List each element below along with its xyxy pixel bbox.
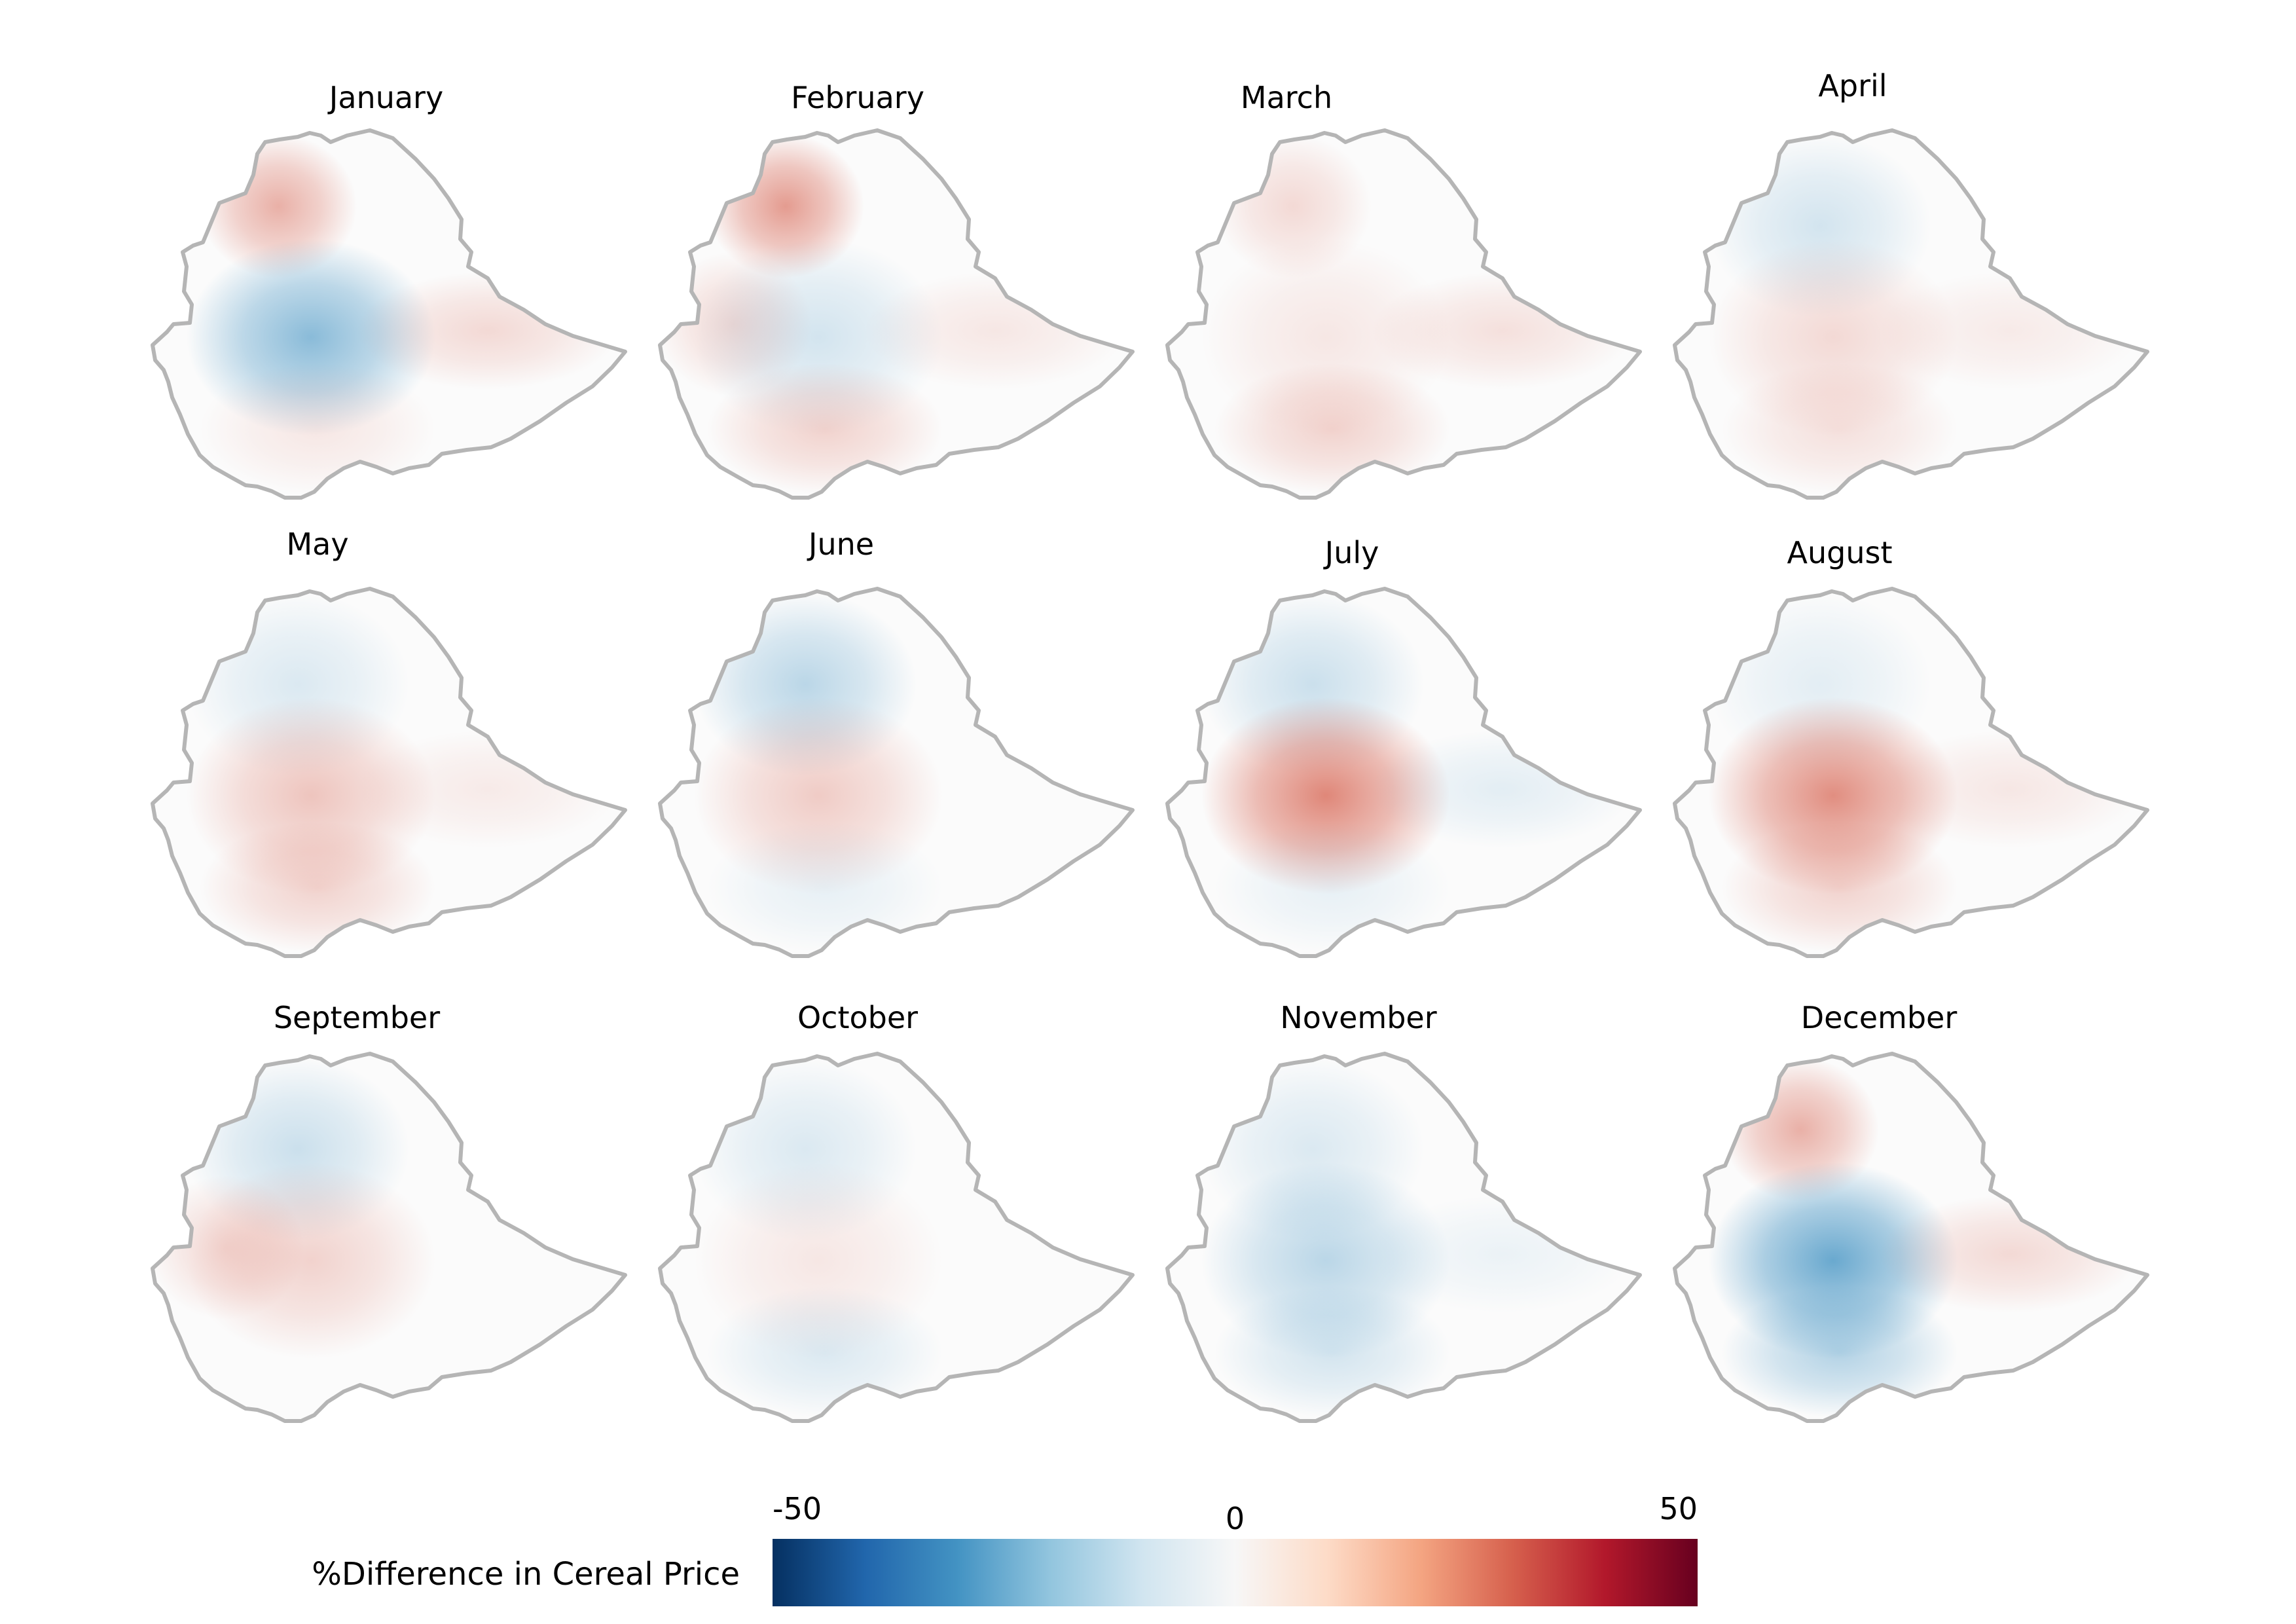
month-title: October bbox=[797, 1000, 918, 1035]
shading-region-south bbox=[200, 822, 435, 953]
legend-ticks: -50 0 50 bbox=[773, 1491, 1698, 1536]
month-panel: September bbox=[151, 1000, 627, 1423]
shading-region-east bbox=[1879, 272, 2141, 390]
shading-region-south bbox=[1214, 1287, 1450, 1418]
shading-region-east bbox=[1879, 730, 2141, 848]
month-title: August bbox=[1787, 535, 1893, 570]
country-outline bbox=[151, 1052, 627, 1423]
price-difference-shading bbox=[1167, 130, 1640, 498]
month-panel: October bbox=[658, 1000, 1135, 1423]
shading-region-south bbox=[707, 1287, 943, 1418]
shading-region-east bbox=[357, 272, 619, 390]
country-outline bbox=[1673, 128, 2149, 500]
month-title: June bbox=[807, 526, 874, 562]
month-title: April bbox=[1818, 68, 1887, 103]
map-panels: January February March April May June July Augu… bbox=[151, 68, 2149, 1423]
month-title: July bbox=[1323, 535, 1379, 570]
price-difference-shading bbox=[660, 589, 1133, 956]
legend-tick-label: -50 bbox=[773, 1491, 822, 1526]
shading-region-east bbox=[1372, 730, 1633, 848]
shading-region-east bbox=[357, 730, 619, 848]
shading-region-south bbox=[707, 822, 943, 953]
price-difference-shading bbox=[660, 130, 1133, 498]
country-outline bbox=[1673, 1052, 2149, 1423]
month-panel: June bbox=[658, 526, 1135, 958]
shading-region-south bbox=[1214, 822, 1450, 953]
price-difference-shading bbox=[1675, 589, 2147, 956]
month-title: May bbox=[286, 526, 348, 562]
month-panel: August bbox=[1673, 535, 2149, 958]
month-title: December bbox=[1801, 1000, 1958, 1035]
shading-region-east bbox=[1372, 272, 1633, 390]
legend-tick-label: 0 bbox=[1226, 1501, 1245, 1536]
country-outline bbox=[658, 587, 1135, 958]
country-outline bbox=[1165, 128, 1642, 500]
month-title: November bbox=[1280, 1000, 1436, 1035]
price-difference-shading bbox=[1167, 589, 1640, 956]
month-title: September bbox=[274, 1000, 440, 1035]
month-title: February bbox=[791, 80, 924, 115]
month-panel: March bbox=[1165, 80, 1642, 500]
legend-color-bar bbox=[773, 1539, 1698, 1606]
month-panel: May bbox=[151, 526, 627, 958]
price-difference-shading bbox=[1675, 130, 2147, 498]
price-difference-shading bbox=[153, 1054, 625, 1421]
country-outline bbox=[658, 1052, 1135, 1423]
shading-region-south bbox=[1214, 363, 1450, 494]
month-panel: January bbox=[151, 80, 627, 500]
country-outline bbox=[1165, 1052, 1642, 1423]
price-difference-shading bbox=[153, 589, 625, 956]
month-panel: November bbox=[1165, 1000, 1642, 1423]
shading-region-east bbox=[864, 272, 1126, 390]
month-title: January bbox=[327, 80, 443, 115]
price-difference-shading bbox=[1675, 1054, 2147, 1421]
price-difference-shading bbox=[153, 130, 625, 498]
price-difference-shading bbox=[660, 1054, 1133, 1421]
shading-region-west bbox=[153, 1175, 304, 1320]
country-outline bbox=[151, 128, 627, 500]
shading-region-south bbox=[200, 363, 435, 494]
month-panel: July bbox=[1165, 535, 1642, 958]
month-panel: April bbox=[1673, 68, 2149, 500]
country-outline bbox=[151, 587, 627, 958]
month-title: March bbox=[1241, 80, 1332, 115]
country-outline bbox=[1673, 587, 2149, 958]
month-panel: February bbox=[658, 80, 1135, 500]
shading-region-south bbox=[1722, 1287, 1958, 1418]
legend-title: %Difference in Cereal Price bbox=[312, 1556, 740, 1593]
country-outline bbox=[658, 128, 1135, 500]
shading-region-east bbox=[1879, 1195, 2141, 1313]
shading-region-south bbox=[1722, 822, 1958, 953]
shading-region-south bbox=[707, 363, 943, 494]
country-outline bbox=[1165, 587, 1642, 958]
price-difference-shading bbox=[1167, 1054, 1640, 1421]
shading-region-east bbox=[1372, 1195, 1633, 1313]
shading-region-south bbox=[1722, 363, 1958, 494]
legend-tick-label: 50 bbox=[1659, 1491, 1698, 1526]
color-legend: %Difference in Cereal Price -50 0 50 bbox=[312, 1491, 1698, 1606]
month-panel: December bbox=[1673, 1000, 2149, 1423]
